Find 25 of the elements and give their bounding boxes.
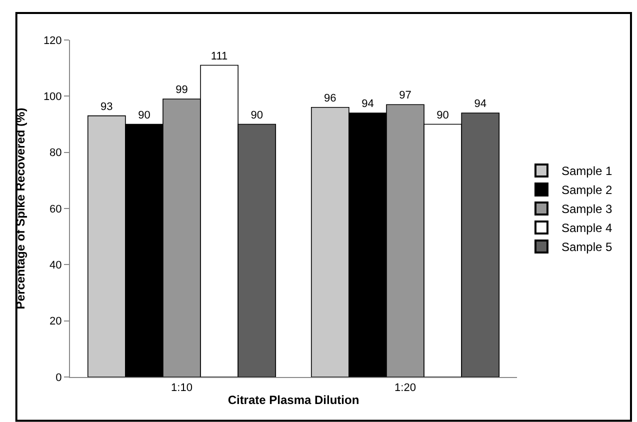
data-label: 90: [436, 109, 449, 122]
y-tick-label: 80: [50, 147, 62, 160]
data-label: 96: [324, 92, 336, 104]
data-label: 111: [210, 50, 228, 62]
data-label: 94: [362, 98, 374, 110]
legend-label: Sample 2: [561, 183, 612, 198]
y-tick-label: 60: [50, 203, 62, 216]
data-label: 90: [138, 109, 150, 122]
legend-label: Sample 4: [561, 221, 612, 236]
x-tick-label: 1:10: [171, 382, 192, 394]
data-label: 99: [176, 84, 188, 96]
y-tick-label: 100: [43, 91, 62, 104]
legend-label: Sample 5: [561, 240, 612, 254]
x-tick-label: 1:20: [394, 382, 416, 394]
legend-label: Sample 1: [561, 164, 612, 178]
y-tick-label: 120: [43, 34, 62, 47]
y-tick-label: 20: [50, 316, 62, 328]
x-axis-title: Citrate Plasma Dilution: [228, 393, 360, 408]
data-label: 93: [100, 100, 113, 113]
y-tick-label: 40: [50, 260, 62, 272]
legend-label: Sample 3: [561, 202, 612, 216]
data-label: 97: [399, 90, 412, 102]
y-tick-label: 0: [56, 372, 62, 384]
data-label: 94: [474, 98, 486, 110]
data-label: 90: [250, 109, 263, 122]
